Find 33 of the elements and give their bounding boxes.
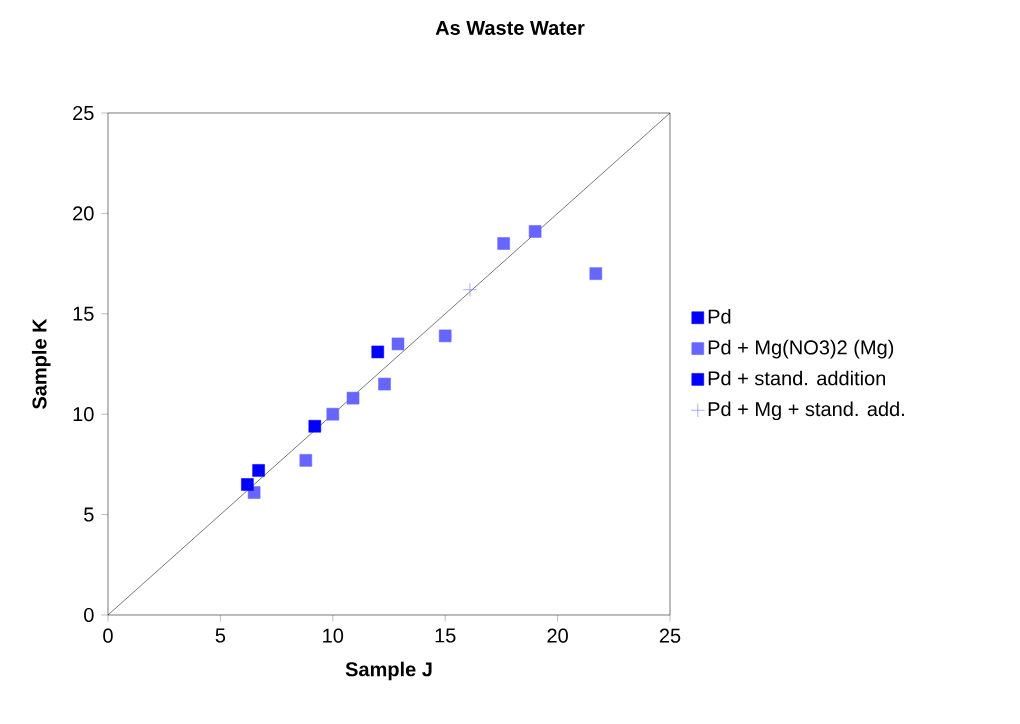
y-tick-label: 15 xyxy=(73,306,94,321)
y-axis-title: Sample K xyxy=(31,318,51,409)
point xyxy=(371,345,385,359)
x-tick-label: 5 xyxy=(215,628,226,643)
y-tick-label: 5 xyxy=(84,507,94,522)
point xyxy=(391,337,405,351)
point xyxy=(308,419,322,433)
x-tick-label: 0 xyxy=(103,628,113,643)
legend-label: Pd xyxy=(708,309,731,324)
point xyxy=(528,225,542,238)
point xyxy=(438,329,452,343)
point xyxy=(346,391,360,405)
point xyxy=(378,377,391,391)
point xyxy=(326,407,340,421)
point xyxy=(497,237,510,250)
x-tick-label: 15 xyxy=(435,628,456,643)
y-tick-label: 10 xyxy=(73,407,94,422)
x-tick-label: 25 xyxy=(659,628,681,643)
legend-label: Pd + Mg(NO3)2 (Mg) xyxy=(708,339,894,359)
point xyxy=(589,267,603,280)
point xyxy=(462,282,477,297)
y-tick-label: 0 xyxy=(84,607,94,623)
point xyxy=(299,454,313,467)
y-tick-label: 20 xyxy=(73,206,94,221)
legend-label: Pd + Mg + stand. add. xyxy=(708,401,904,421)
point xyxy=(241,478,254,491)
legend-label: Pd + stand. addition xyxy=(708,370,886,386)
x-tick-label: 10 xyxy=(323,628,344,643)
x-tick-label: 20 xyxy=(547,628,568,643)
chart-title: As Waste Water xyxy=(435,21,585,35)
y-tick-label: 25 xyxy=(73,105,94,121)
point xyxy=(252,464,265,477)
x-axis-title: Sample J xyxy=(345,661,432,681)
